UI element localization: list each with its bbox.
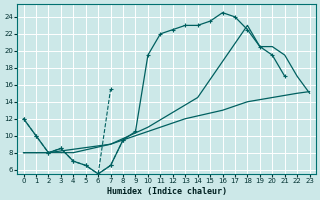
X-axis label: Humidex (Indice chaleur): Humidex (Indice chaleur)	[107, 187, 227, 196]
